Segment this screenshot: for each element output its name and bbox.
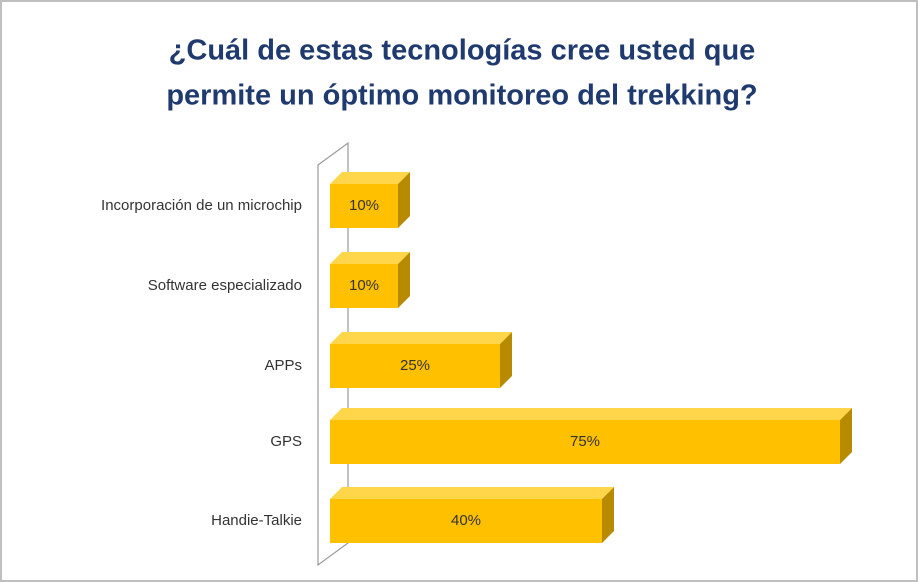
category-label: Incorporación de un microchip bbox=[101, 197, 302, 214]
category-label: Software especializado bbox=[148, 277, 302, 294]
bar-front bbox=[330, 184, 398, 228]
bar-side bbox=[840, 408, 852, 464]
category-label: GPS bbox=[270, 433, 302, 450]
bar-front bbox=[330, 264, 398, 308]
bar-side bbox=[602, 487, 614, 543]
bar-side bbox=[398, 172, 410, 228]
bar-top bbox=[330, 172, 410, 184]
bar-top bbox=[330, 332, 512, 344]
bar-front bbox=[330, 420, 840, 464]
bar bbox=[330, 487, 614, 543]
bar bbox=[330, 252, 410, 308]
chart-title-line-1: ¿Cuál de estas tecnologías cree usted qu… bbox=[169, 35, 756, 67]
chart-title-line-2: permite un óptimo monitoreo del trekking… bbox=[166, 80, 757, 112]
data-label: 40% bbox=[451, 512, 481, 529]
bar-side bbox=[398, 252, 410, 308]
bar bbox=[330, 408, 852, 464]
bar-front bbox=[330, 499, 602, 543]
category-label: APPs bbox=[264, 357, 302, 374]
bar bbox=[330, 332, 512, 388]
bar-top bbox=[330, 487, 614, 499]
data-label: 25% bbox=[400, 357, 430, 374]
bar-top bbox=[330, 408, 852, 420]
data-label: 10% bbox=[349, 277, 379, 294]
data-label: 10% bbox=[349, 197, 379, 214]
bar-top bbox=[330, 252, 410, 264]
bar bbox=[330, 172, 410, 228]
bars bbox=[330, 172, 852, 543]
data-label: 75% bbox=[570, 433, 600, 450]
bar-front bbox=[330, 344, 500, 388]
category-label: Handie-Talkie bbox=[211, 512, 302, 529]
bar-side bbox=[500, 332, 512, 388]
